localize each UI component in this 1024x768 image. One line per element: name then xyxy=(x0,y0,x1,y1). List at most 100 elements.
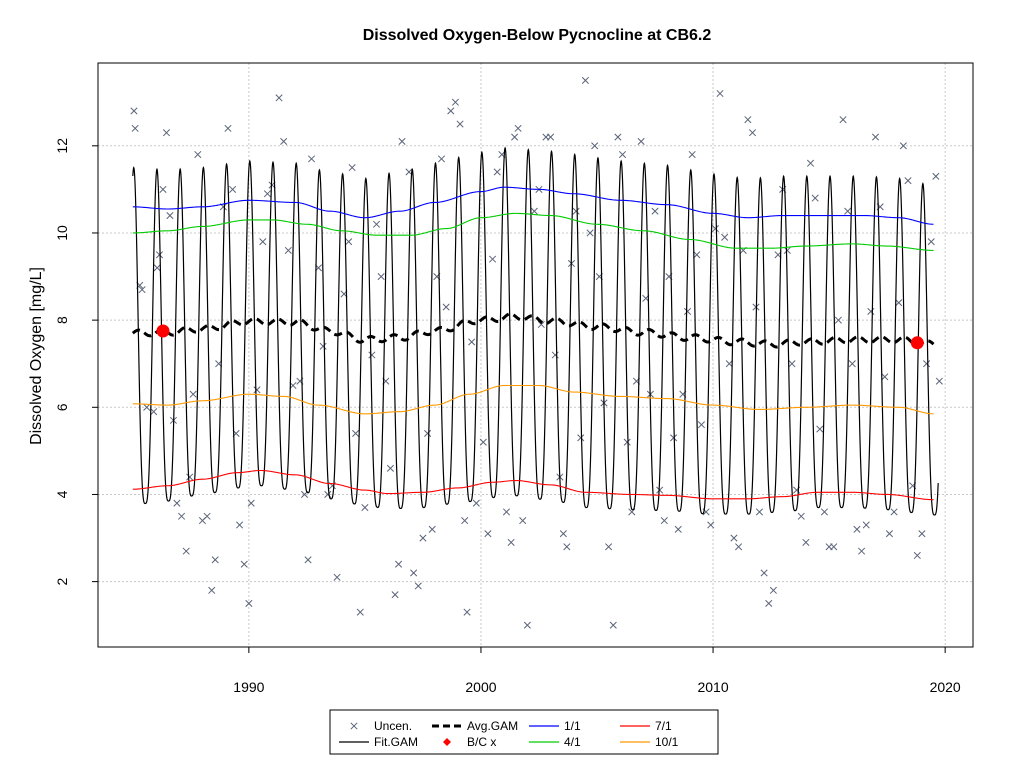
uncensored-point xyxy=(263,190,271,198)
uncensored-point xyxy=(683,307,692,315)
uncensored-point xyxy=(858,547,866,555)
uncensored-point xyxy=(304,556,312,564)
series-line-q1-1 xyxy=(132,186,934,225)
uncensored-point xyxy=(755,508,764,516)
uncensored-point xyxy=(660,517,668,525)
legend-item-uncen: Uncen. xyxy=(350,719,412,733)
uncensored-point xyxy=(150,408,158,416)
uncensored-point xyxy=(162,129,171,137)
uncensored-point xyxy=(830,543,838,551)
uncensored-point xyxy=(194,150,202,159)
uncensored-point xyxy=(895,299,903,307)
legend-item-q4-1: 4/1 xyxy=(529,735,581,749)
uncensored-point xyxy=(563,543,571,551)
uncensored-point xyxy=(670,434,678,442)
uncensored-point xyxy=(428,525,436,533)
y-tick-label: 10 xyxy=(54,225,70,241)
uncensored-point xyxy=(609,621,617,629)
uncensored-point xyxy=(721,233,729,241)
uncensored-point xyxy=(591,142,599,150)
uncensored-point xyxy=(725,360,733,368)
legend-label: B/C x xyxy=(467,735,496,749)
uncensored-point xyxy=(530,207,538,215)
uncensored-point xyxy=(345,238,353,246)
chart-title: Dissolved Oxygen-Below Pycnocline at CB6… xyxy=(363,27,712,44)
uncensored-point xyxy=(398,137,406,146)
fit-gam-layer xyxy=(132,146,939,516)
uncensored-point xyxy=(693,251,701,259)
uncensored-point xyxy=(173,499,181,507)
uncensored-point xyxy=(806,159,815,167)
uncensored-point xyxy=(651,207,659,215)
uncensored-point xyxy=(182,547,190,555)
x-tick-label: 2000 xyxy=(465,679,496,695)
uncensored-point xyxy=(493,168,501,176)
uncensored-point xyxy=(130,107,138,115)
uncensored-point xyxy=(186,473,194,481)
uncensored-point xyxy=(586,229,594,237)
uncensored-point xyxy=(410,569,418,577)
uncensored-point xyxy=(153,264,161,272)
uncensored-point xyxy=(735,543,743,551)
uncensored-point xyxy=(577,434,585,442)
uncensored-point xyxy=(159,185,167,193)
y-tick-label: 4 xyxy=(54,490,70,498)
uncensored-point xyxy=(769,586,777,594)
uncensored-point xyxy=(468,338,476,346)
uncensored-point xyxy=(189,390,197,398)
uncensored-point xyxy=(502,508,511,516)
legend-label: 7/1 xyxy=(655,719,672,733)
uncensored-point xyxy=(352,429,360,438)
uncensored-point xyxy=(697,421,706,429)
plot-frame xyxy=(97,62,974,648)
legend-label: Avg.GAM xyxy=(467,719,518,733)
uncensored-point xyxy=(760,569,768,577)
x-tick-label: 2020 xyxy=(930,679,961,695)
uncensored-point xyxy=(581,76,589,84)
uncensored-point xyxy=(472,499,480,507)
legend-item-q10-1: 10/1 xyxy=(620,735,679,749)
uncensored-point xyxy=(904,177,912,185)
uncensored-point xyxy=(711,225,719,233)
uncensored-point xyxy=(208,586,216,594)
uncensored-point xyxy=(853,525,861,533)
uncensored-point xyxy=(839,116,847,124)
uncensored-point xyxy=(229,185,237,193)
legend: Uncen. Fit.GAM Avg.GAM B/C x 1/1 4/1 7/1 10/1 xyxy=(329,709,719,755)
uncensored-point xyxy=(927,238,935,246)
uncensored-point xyxy=(275,94,283,102)
uncensored-point xyxy=(284,246,292,254)
uncensored-point xyxy=(247,499,255,507)
uncensored-point xyxy=(848,360,856,368)
bc-points xyxy=(156,324,924,350)
uncensored-point xyxy=(523,621,531,629)
legend-item-avg: Avg.GAM xyxy=(432,719,518,733)
uncensored-point xyxy=(307,155,316,163)
uncensored-point xyxy=(203,512,211,520)
legend-item-q1-1: 1/1 xyxy=(529,719,581,733)
y-tick-label: 2 xyxy=(54,578,70,586)
uncensored-point xyxy=(559,530,567,538)
uncensored-point xyxy=(211,556,219,564)
x-tick-label: 2010 xyxy=(697,679,728,695)
legend-label: Fit.GAM xyxy=(374,735,418,749)
legend-label: 1/1 xyxy=(564,719,581,733)
uncensored-point xyxy=(461,517,469,525)
uncensored-point xyxy=(551,351,559,359)
grid xyxy=(98,63,973,647)
uncensored-point xyxy=(537,320,545,329)
uncensored-point xyxy=(913,551,921,560)
uncensored-point xyxy=(918,530,926,538)
uncensored-point xyxy=(688,150,696,159)
uncensored-point xyxy=(547,133,555,141)
series-line-q4-1 xyxy=(132,212,934,251)
uncensored-point xyxy=(368,351,376,359)
uncensored-point xyxy=(507,538,515,546)
legend-item-bc: B/C x xyxy=(443,735,496,749)
uncensored-point xyxy=(414,582,422,590)
uncensored-point xyxy=(716,89,724,98)
uncensored-point xyxy=(333,573,341,581)
uncensored-point xyxy=(605,543,613,551)
uncensored-point xyxy=(514,124,522,132)
